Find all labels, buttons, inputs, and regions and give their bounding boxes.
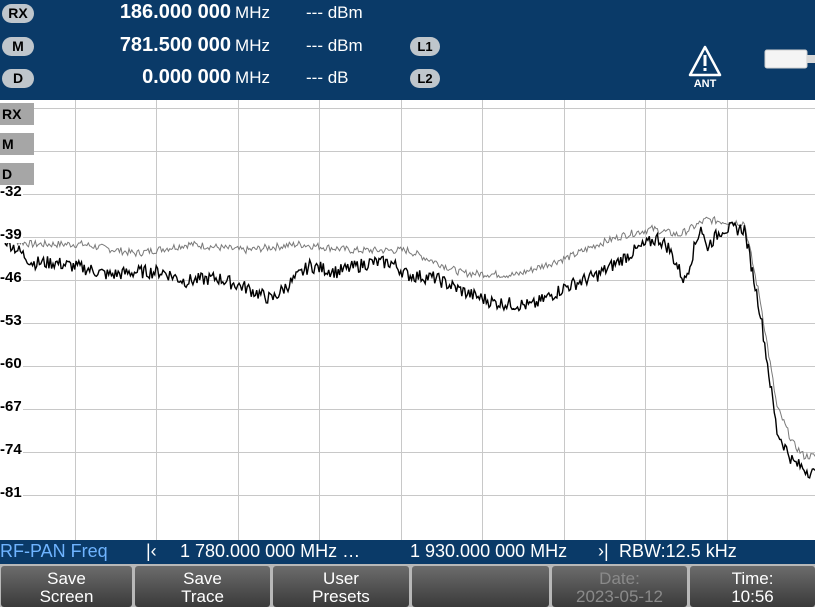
spectrum-chart <box>0 100 815 540</box>
trace-max-hold <box>0 215 815 460</box>
marker-level: --- dBm <box>306 36 363 55</box>
y-tick-label: -74 <box>0 441 23 458</box>
rbw-readout[interactable]: RBW:12.5 kHz <box>619 541 737 561</box>
date-display: Date: 2023-05-12 <box>552 566 687 607</box>
status-bar: RF-PAN Freq |‹ 1 780.000 000 MHz … 1 930… <box>0 540 815 564</box>
marker-frequency: 0.000 000 MHz <box>142 66 270 88</box>
y-tick-label: -32 <box>0 183 23 200</box>
marker-level: --- dBm <box>306 3 363 22</box>
marker-badge[interactable]: RX <box>2 4 34 23</box>
y-tick-label: -67 <box>0 398 23 415</box>
traces <box>0 215 815 479</box>
marker-frequency: 781.500 000 MHz <box>119 34 270 56</box>
limit-line-badge[interactable]: L1 <box>410 37 440 56</box>
save-trace-button[interactable]: Save Trace <box>135 566 270 607</box>
grid <box>0 100 815 540</box>
softkey-label: 2023-05-12 <box>576 587 663 606</box>
y-tick-label: -53 <box>0 312 23 329</box>
antenna-label: ANT <box>693 78 717 90</box>
empty-softkey[interactable] <box>412 566 549 607</box>
side-tag-m[interactable]: M <box>0 133 34 155</box>
softkey-bar: Save Screen Save Trace User Presets Date… <box>0 564 815 607</box>
start-marker-icon: |‹ <box>146 541 157 561</box>
y-tick-label: -60 <box>0 355 23 372</box>
battery-icon <box>764 49 815 69</box>
marker-badge[interactable]: M <box>2 37 34 56</box>
user-presets-button[interactable]: User Presets <box>273 566 409 607</box>
stop-marker-icon: ›| <box>598 541 609 561</box>
softkey-label: Save <box>183 569 222 588</box>
save-screen-button[interactable]: Save Screen <box>1 566 132 607</box>
softkey-label: Save <box>47 569 86 588</box>
y-tick-label: -39 <box>0 226 23 243</box>
mode-label[interactable]: RF-PAN Freq <box>0 541 108 561</box>
trace-live <box>0 221 815 479</box>
stop-frequency[interactable]: 1 930.000 000 MHz <box>410 541 568 561</box>
softkey-label: Screen <box>39 587 94 606</box>
softkey-label: Presets <box>312 587 370 606</box>
limit-line-badge[interactable]: L2 <box>410 69 440 88</box>
marker-row-rx[interactable]: RX 186.000 000 MHz --- dBm <box>0 0 470 26</box>
marker-level: --- dB <box>306 68 349 87</box>
softkey-label: Time: <box>731 569 774 588</box>
warning-triangle-icon <box>688 45 722 77</box>
marker-row-m[interactable]: M 781.500 000 MHz --- dBm L1 <box>0 33 470 59</box>
softkey-label: Trace <box>181 587 224 606</box>
softkey-label: User <box>323 569 359 588</box>
softkey-label: 10:56 <box>731 587 774 606</box>
marker-header: RX 186.000 000 MHz --- dBm M 781.500 000 M… <box>0 0 815 100</box>
softkey-label: Date: <box>599 569 640 588</box>
y-tick-label: -46 <box>0 269 23 286</box>
marker-row-d[interactable]: D 0.000 000 MHz --- dB L2 <box>0 65 470 91</box>
spectrum-plot[interactable]: -32 -39 -46 -53 -60 -67 -74 -81 RX M D <box>0 100 815 540</box>
start-frequency[interactable]: 1 780.000 000 MHz … <box>180 541 361 561</box>
side-tag-d[interactable]: D <box>0 163 34 185</box>
time-display[interactable]: Time: 10:56 <box>690 566 815 607</box>
marker-badge[interactable]: D <box>2 69 34 88</box>
y-tick-label: -81 <box>0 484 23 501</box>
antenna-warning: ANT <box>688 44 722 94</box>
marker-frequency: 186.000 000 MHz <box>119 1 270 23</box>
side-tag-rx[interactable]: RX <box>0 103 34 125</box>
